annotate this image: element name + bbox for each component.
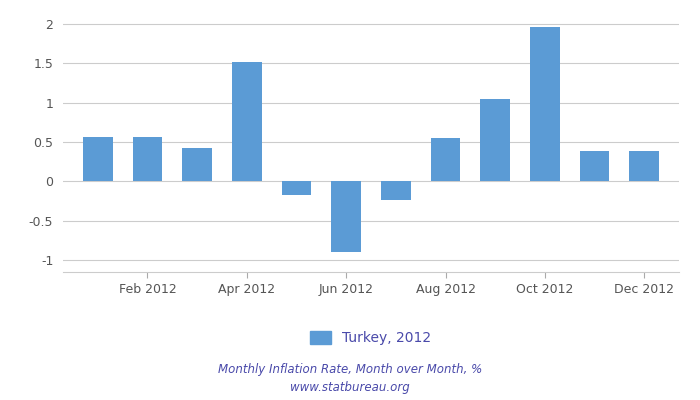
Bar [281,181,312,195]
Bar [580,152,610,181]
Bar [530,27,560,181]
Bar [430,138,461,181]
Bar [480,100,510,181]
Text: www.statbureau.org: www.statbureau.org [290,382,410,394]
Text: Monthly Inflation Rate, Month over Month, %: Monthly Inflation Rate, Month over Month… [218,364,482,376]
Bar [381,181,411,200]
Bar [629,152,659,181]
Bar [182,148,212,181]
Bar [83,137,113,181]
Bar [232,62,262,181]
Bar [132,137,162,181]
Bar [331,181,361,252]
Legend: Turkey, 2012: Turkey, 2012 [305,326,437,351]
